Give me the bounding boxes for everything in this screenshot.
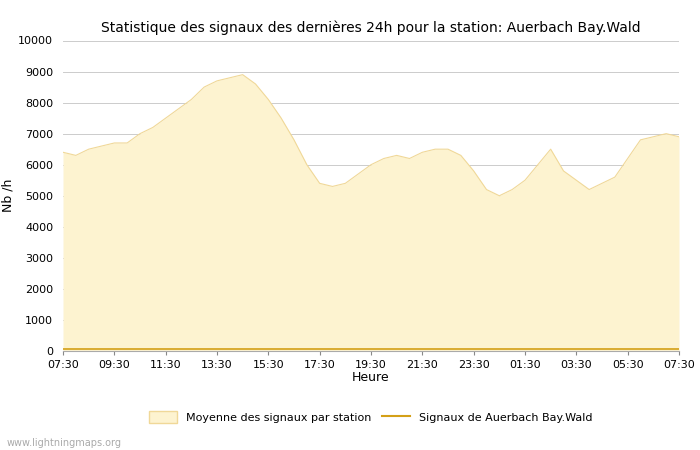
Legend: Moyenne des signaux par station, Signaux de Auerbach Bay.Wald: Moyenne des signaux par station, Signaux…	[145, 407, 597, 427]
X-axis label: Heure: Heure	[352, 371, 390, 384]
Text: www.lightningmaps.org: www.lightningmaps.org	[7, 438, 122, 448]
Title: Statistique des signaux des dernières 24h pour la station: Auerbach Bay.Wald: Statistique des signaux des dernières 24…	[102, 21, 640, 35]
Y-axis label: Nb /h: Nb /h	[1, 179, 14, 212]
